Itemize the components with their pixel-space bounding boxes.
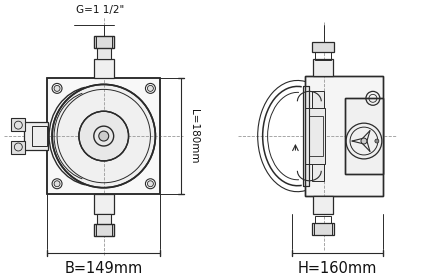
Bar — [94, 59, 114, 78]
Bar — [94, 36, 114, 48]
Bar — [312, 223, 334, 235]
Circle shape — [54, 181, 60, 187]
Text: L=180mm: L=180mm — [189, 109, 199, 163]
Bar — [345, 98, 383, 174]
Text: H=160mm: H=160mm — [298, 261, 377, 276]
Circle shape — [361, 138, 367, 144]
Circle shape — [99, 131, 109, 141]
Bar — [96, 225, 112, 236]
Bar — [309, 116, 323, 156]
Bar — [315, 52, 331, 60]
Bar — [303, 87, 309, 186]
Circle shape — [148, 85, 154, 91]
Bar — [312, 91, 324, 181]
Bar — [32, 126, 47, 146]
Circle shape — [79, 111, 129, 161]
Bar — [94, 225, 114, 236]
Bar — [303, 87, 309, 186]
Bar — [313, 59, 333, 76]
Bar — [305, 108, 325, 164]
Bar — [47, 78, 160, 194]
Bar — [11, 141, 25, 154]
Bar — [305, 76, 383, 196]
Text: B=149mm: B=149mm — [65, 261, 143, 276]
Bar — [315, 216, 331, 223]
Bar — [312, 42, 334, 52]
Bar — [96, 36, 112, 48]
Circle shape — [148, 181, 154, 187]
Bar — [24, 122, 48, 150]
Bar — [314, 223, 332, 235]
Bar — [345, 98, 383, 174]
Bar — [11, 118, 25, 131]
Circle shape — [52, 85, 155, 188]
Bar — [97, 47, 111, 59]
Bar — [305, 76, 383, 196]
Bar — [94, 194, 114, 214]
Circle shape — [54, 85, 60, 91]
Bar — [47, 78, 160, 194]
Text: G=1 1/2": G=1 1/2" — [76, 5, 124, 15]
Bar — [313, 196, 333, 214]
Bar — [97, 214, 111, 225]
Circle shape — [375, 139, 379, 143]
